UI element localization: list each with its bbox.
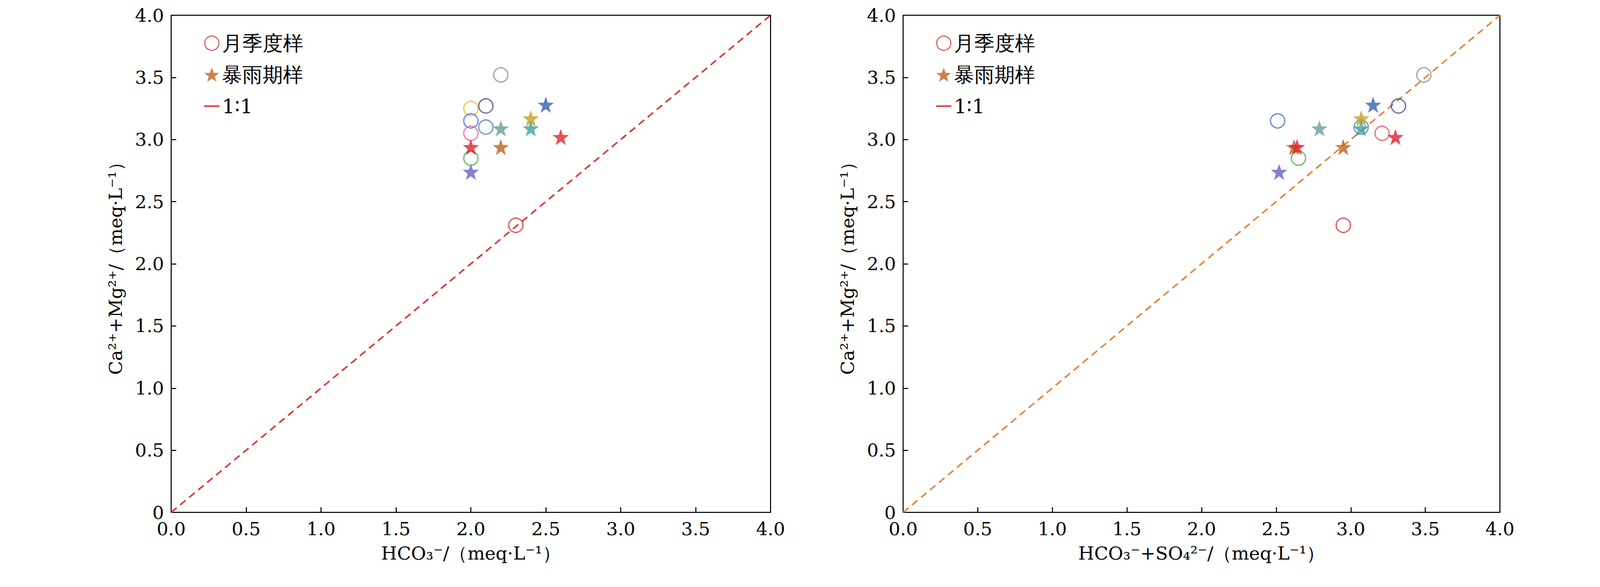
svg-text:1.0: 1.0	[1037, 518, 1067, 540]
svg-text:0.0: 0.0	[156, 518, 186, 540]
svg-text:2.5: 2.5	[531, 518, 561, 540]
svg-text:1.0: 1.0	[306, 518, 336, 540]
svg-text:2.0: 2.0	[1187, 518, 1216, 540]
svg-text:2.5: 2.5	[1261, 518, 1291, 540]
svg-text:月季度样: 月季度样	[221, 31, 304, 55]
svg-text:2.0: 2.0	[456, 518, 486, 540]
svg-text:4.0: 4.0	[867, 5, 896, 26]
svg-text:1.5: 1.5	[1112, 518, 1142, 540]
svg-text:2.5: 2.5	[135, 191, 165, 213]
svg-text:Ca²⁺+Mg²⁺/（meq·L⁻¹）: Ca²⁺+Mg²⁺/（meq·L⁻¹）	[837, 152, 858, 375]
svg-text:3.0: 3.0	[135, 129, 165, 150]
svg-text:2.0: 2.0	[867, 253, 896, 275]
svg-text:暴雨期样: 暴雨期样	[221, 62, 304, 87]
svg-text:4.0: 4.0	[135, 5, 165, 26]
svg-text:0: 0	[152, 502, 165, 523]
svg-text:暴雨期样: 暴雨期样	[953, 62, 1036, 87]
svg-text:3.5: 3.5	[867, 67, 896, 88]
svg-text:3.5: 3.5	[1410, 518, 1440, 540]
svg-text:1.5: 1.5	[867, 315, 896, 337]
svg-text:Ca²⁺+Mg²⁺/（meq·L⁻¹）: Ca²⁺+Mg²⁺/（meq·L⁻¹）	[105, 152, 126, 375]
svg-text:0.5: 0.5	[231, 518, 261, 540]
svg-text:1∶1: 1∶1	[953, 94, 985, 118]
svg-text:0.0: 0.0	[888, 518, 918, 540]
svg-text:1.0: 1.0	[867, 377, 896, 399]
svg-text:1.0: 1.0	[135, 377, 165, 399]
svg-text:1.5: 1.5	[381, 518, 411, 540]
svg-text:月季度样: 月季度样	[953, 31, 1036, 55]
svg-text:1.5: 1.5	[135, 315, 165, 337]
svg-text:1∶1: 1∶1	[221, 94, 253, 118]
svg-text:2.5: 2.5	[867, 191, 896, 213]
svg-text:3.5: 3.5	[681, 518, 711, 540]
svg-text:0.5: 0.5	[867, 439, 896, 461]
svg-text:0.5: 0.5	[135, 439, 165, 461]
svg-text:4.0: 4.0	[755, 518, 785, 540]
svg-text:0.5: 0.5	[963, 518, 992, 540]
svg-text:HCO₃⁻/（meq·L⁻¹）: HCO₃⁻/（meq·L⁻¹）	[380, 542, 561, 564]
svg-text:2.0: 2.0	[135, 253, 165, 275]
svg-text:3.0: 3.0	[1336, 518, 1366, 540]
svg-text:3.0: 3.0	[605, 518, 635, 540]
svg-text:3.0: 3.0	[867, 129, 896, 150]
svg-text:HCO₃⁻+SO₄²⁻/（meq·L⁻¹）: HCO₃⁻+SO₄²⁻/（meq·L⁻¹）	[1078, 542, 1326, 564]
svg-text:0: 0	[884, 502, 896, 523]
svg-text:3.5: 3.5	[135, 67, 165, 88]
svg-text:4.0: 4.0	[1485, 518, 1515, 540]
